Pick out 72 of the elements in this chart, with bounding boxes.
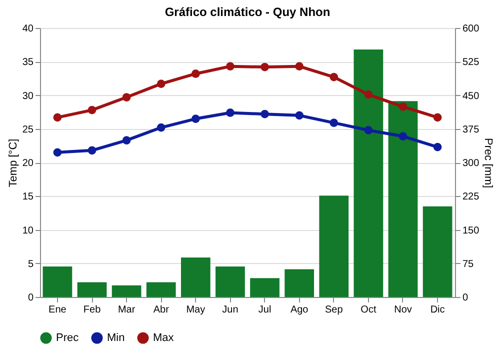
bar — [216, 266, 245, 297]
x-tick-label: Nov — [394, 304, 412, 316]
x-tick-label: Ago — [290, 304, 309, 316]
y2-axis-title: Prec [mm] — [482, 138, 494, 188]
point — [122, 136, 131, 144]
point — [398, 132, 408, 140]
y2-tick-label: 375 — [462, 124, 480, 136]
x-tick-label: Mar — [118, 304, 136, 316]
x-tick-label: Ene — [48, 304, 67, 316]
y-tick-label: 10 — [22, 225, 34, 236]
y2-tick-label: 150 — [462, 225, 480, 236]
bar — [319, 196, 349, 297]
point — [226, 62, 234, 71]
bar — [284, 269, 314, 297]
y-tick-label: 25 — [22, 124, 34, 136]
y-tick-label: 40 — [22, 24, 34, 34]
y-tick-label: 5 — [28, 258, 34, 270]
point — [156, 80, 166, 88]
x-tick-label: Dic — [430, 304, 445, 316]
point — [226, 108, 234, 117]
x-tick-label: Abr — [153, 304, 170, 316]
point — [260, 62, 269, 72]
x-tick-label: Jun — [222, 304, 238, 316]
point — [53, 113, 62, 122]
y-tick-label: 0 — [28, 292, 34, 304]
point — [330, 72, 338, 82]
point — [364, 90, 373, 99]
bar — [250, 278, 280, 297]
bar — [388, 101, 418, 297]
y2-tick-label: 600 — [462, 24, 480, 34]
y2-tick-label: 225 — [462, 192, 480, 203]
y-tick-label: 15 — [22, 192, 34, 203]
point — [191, 70, 200, 78]
y-tick-label: 35 — [22, 57, 34, 68]
point — [398, 102, 408, 111]
point — [433, 113, 442, 122]
point — [53, 148, 62, 157]
x-tick-label: Jul — [258, 304, 272, 316]
point — [260, 110, 269, 118]
point — [191, 114, 200, 123]
point — [433, 142, 442, 152]
bar — [42, 266, 72, 297]
x-tick-label: Oct — [360, 304, 376, 316]
legend-label: Min — [107, 332, 125, 344]
bar — [354, 50, 384, 297]
bar — [180, 258, 210, 297]
bar — [77, 282, 107, 297]
x-tick-label: Sep — [324, 304, 344, 316]
point — [156, 123, 166, 132]
x-tick-label: Feb — [83, 304, 102, 316]
y2-tick-label: 300 — [462, 158, 480, 169]
y-tick-label: 30 — [22, 90, 34, 102]
bar — [146, 282, 176, 297]
bar — [112, 285, 142, 297]
legend-label: Max — [153, 332, 174, 344]
y2-tick-label: 0 — [462, 292, 468, 304]
y-axis-title: Temp [°C] — [7, 138, 20, 188]
bar — [422, 206, 452, 297]
legend-label: Prec — [56, 332, 80, 344]
point — [295, 111, 304, 120]
point — [330, 118, 338, 127]
point — [364, 126, 373, 134]
point — [88, 106, 96, 114]
chart-title: Gráfico climático - Quy Nhon — [164, 5, 330, 19]
x-tick-label: May — [186, 304, 206, 316]
point — [122, 93, 131, 102]
y2-tick-label: 450 — [462, 90, 480, 102]
y2-tick-label: 525 — [462, 57, 480, 68]
point — [88, 146, 96, 155]
y2-tick-label: 75 — [462, 258, 474, 270]
point — [295, 62, 304, 71]
y-tick-label: 20 — [22, 158, 34, 169]
